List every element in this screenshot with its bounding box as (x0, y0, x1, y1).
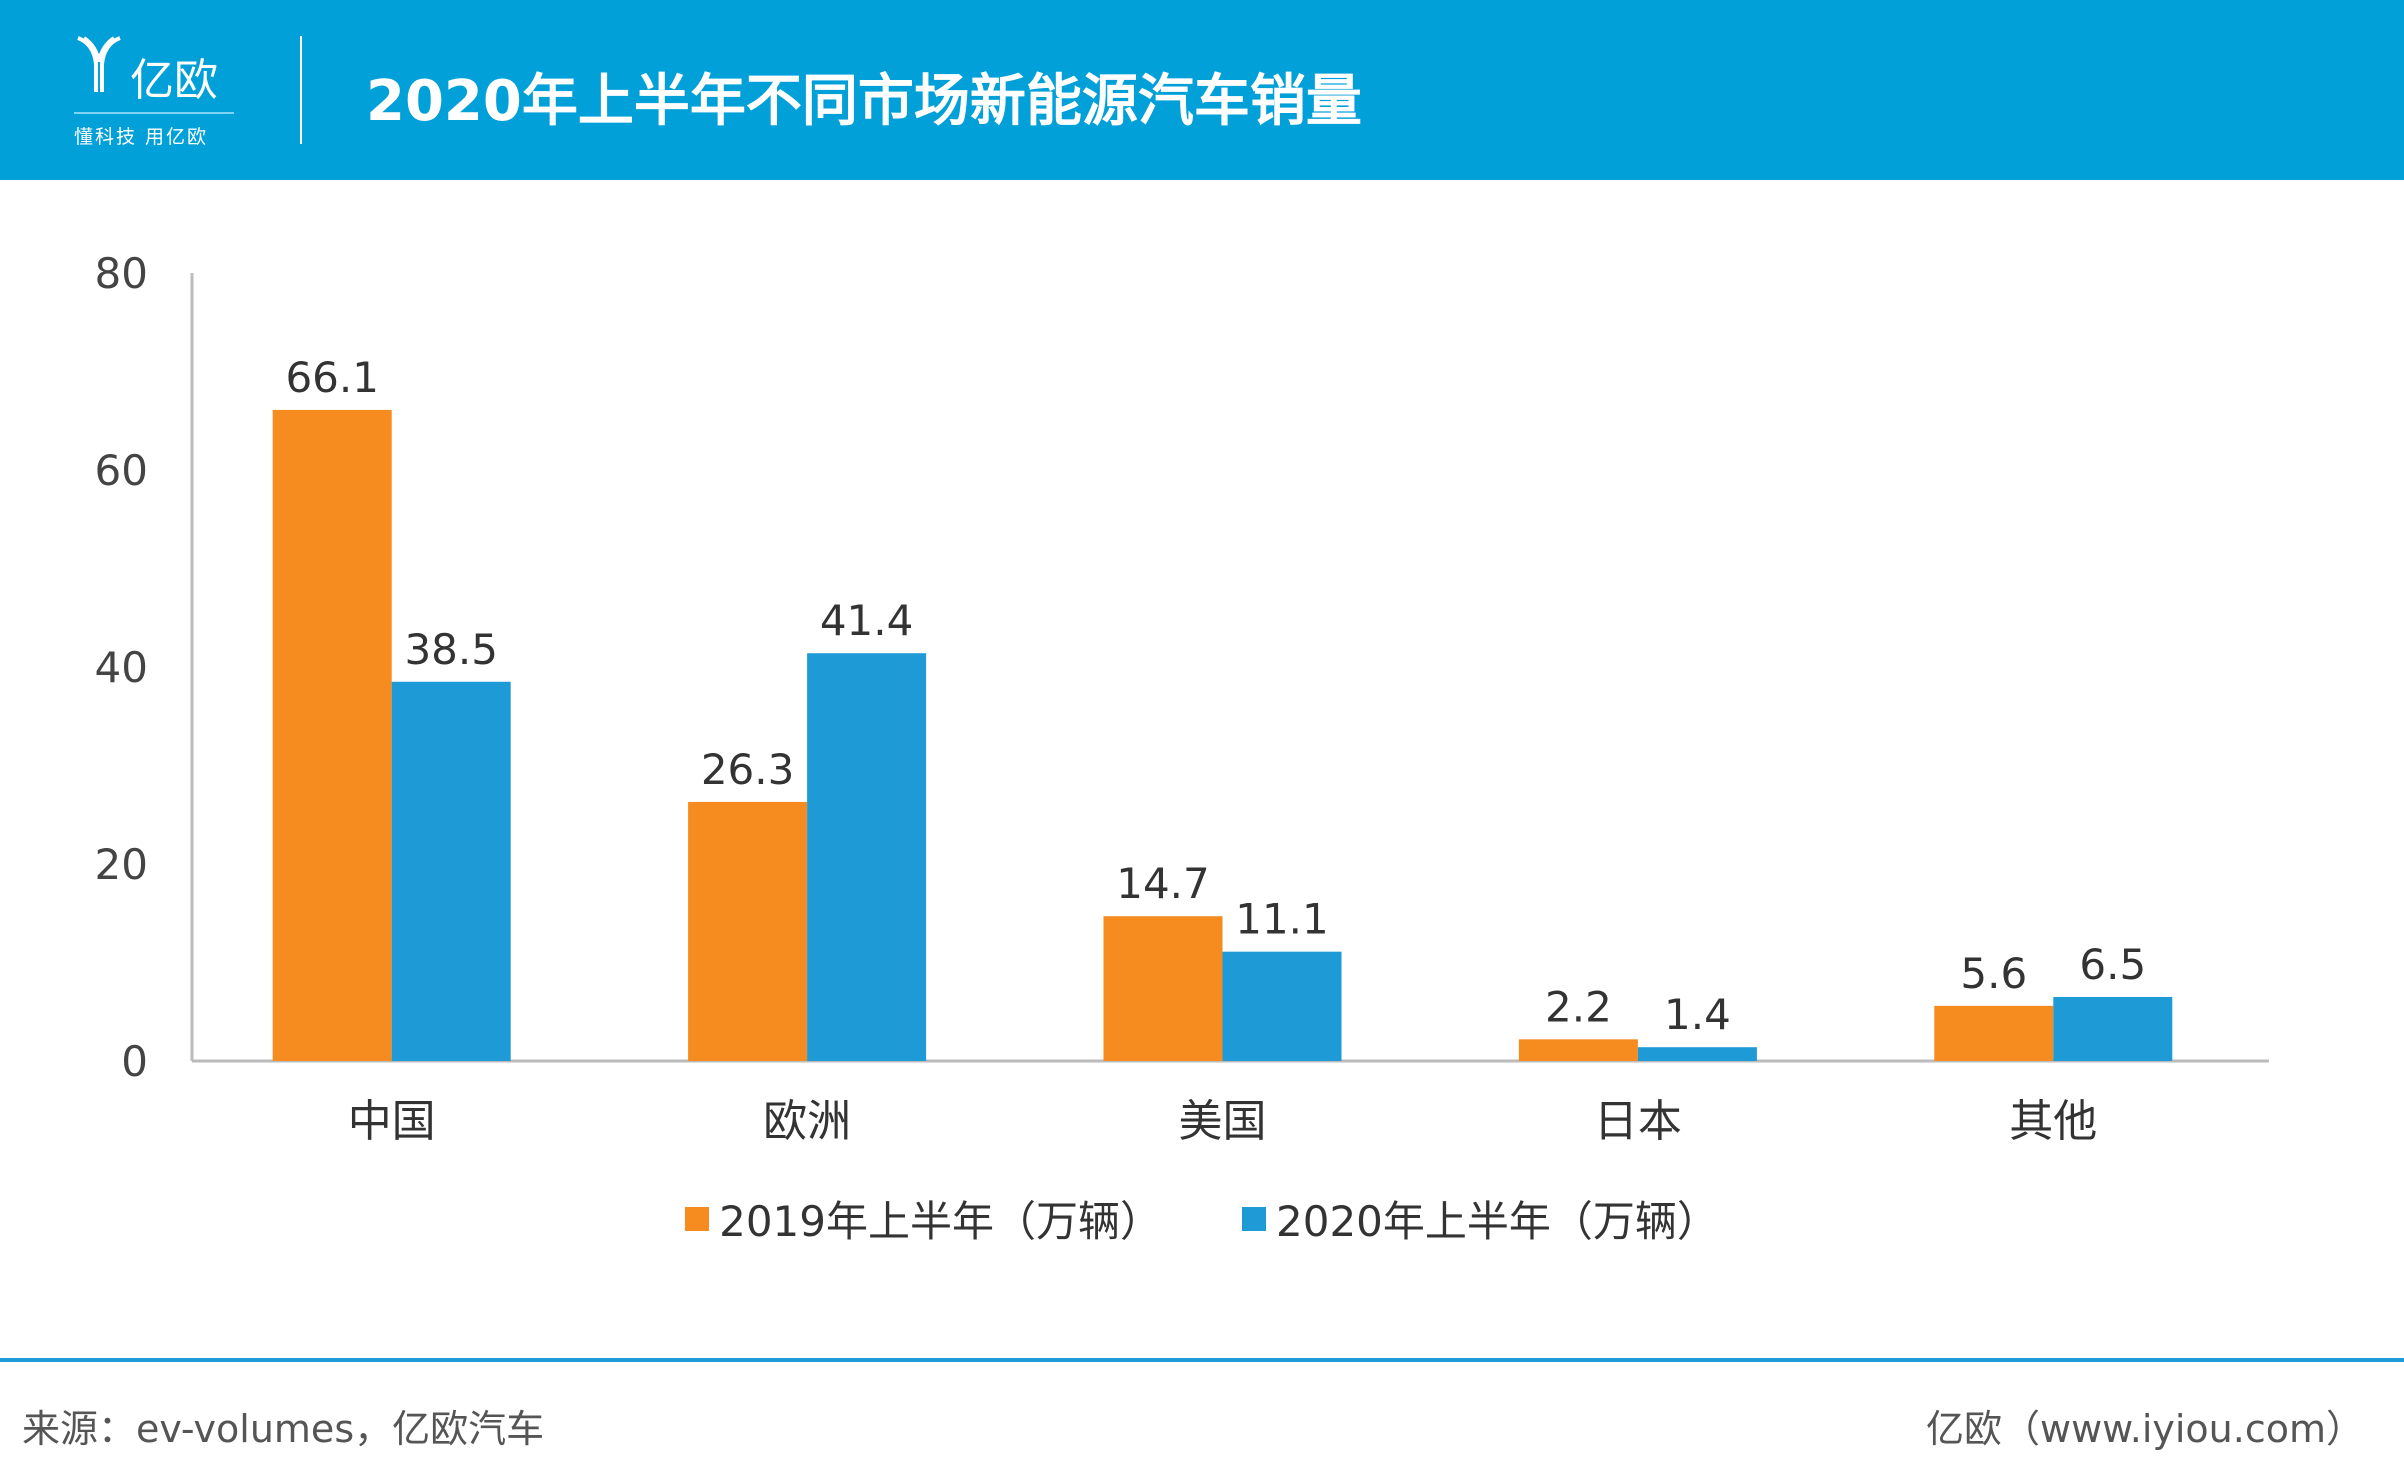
bar-2019 (1934, 1005, 2054, 1061)
logo-divider (74, 112, 234, 114)
logo-name: 亿欧 (130, 55, 218, 106)
bar-2020 (391, 681, 511, 1061)
data-label: 6.5 (2079, 940, 2146, 989)
page-title: 2020年上半年不同市场新能源汽车销量 (366, 69, 1362, 134)
data-label: 14.7 (1116, 859, 1210, 908)
data-label: 2.2 (1545, 982, 1612, 1031)
data-label: 41.4 (820, 596, 914, 645)
y-tick-label: 20 (95, 840, 148, 889)
site-credit: 亿欧（www.iyiou.com） (1925, 1407, 2364, 1451)
bar-2020 (1637, 1047, 1757, 1061)
category-label: 中国 (348, 1096, 436, 1147)
logo-icon (77, 36, 121, 92)
data-label: 66.1 (285, 353, 379, 402)
bar-2020 (807, 653, 927, 1061)
data-label: 1.4 (1664, 990, 1731, 1039)
y-tick-label: 60 (95, 446, 148, 495)
legend-item-2019: 2019年上半年（万辆） (685, 1188, 1162, 1249)
legend: 2019年上半年（万辆） 2020年上半年（万辆） (0, 1188, 2404, 1249)
data-label: 26.3 (701, 745, 795, 794)
data-label: 38.5 (404, 625, 498, 674)
legend-swatch-2019 (685, 1206, 710, 1231)
category-label: 美国 (1179, 1096, 1267, 1147)
data-label: 11.1 (1235, 895, 1329, 944)
header-divider (300, 36, 302, 144)
category-label: 欧洲 (763, 1096, 851, 1147)
category-label: 其他 (2009, 1096, 2097, 1147)
category-label: 日本 (1594, 1096, 1682, 1147)
bar-chart: 0 20 40 60 80 66.1 38.5 中国 26.3 41.4 欧洲 14.7 11.1 美国 2… (95, 249, 2269, 1147)
bar-2019 (1518, 1039, 1638, 1061)
y-tick-label: 40 (95, 643, 148, 692)
legend-item-2020: 2020年上半年（万辆） (1242, 1188, 1719, 1249)
bar-2020 (2053, 996, 2173, 1061)
y-tick-label: 80 (95, 249, 148, 298)
logo-slogan: 懂科技 用亿欧 (74, 126, 209, 148)
y-tick-label: 0 (121, 1037, 148, 1086)
source-note: 来源：ev-volumes，亿欧汽车 (22, 1407, 545, 1451)
bar-2019 (272, 409, 392, 1061)
legend-label-2019: 2019年上半年（万辆） (719, 1197, 1162, 1246)
bar-2019 (1103, 916, 1223, 1061)
header-banner: 亿欧 懂科技 用亿欧 2020年上半年不同市场新能源汽车销量 (0, 0, 2404, 180)
legend-swatch-2020 (1242, 1206, 1266, 1231)
logo: 亿欧 懂科技 用亿欧 (70, 30, 240, 150)
bar-2019 (688, 801, 808, 1061)
legend-label-2020: 2020年上半年（万辆） (1276, 1197, 1719, 1246)
bar-2020 (1222, 951, 1342, 1061)
data-label: 5.6 (1960, 949, 2027, 998)
footer-divider (0, 1358, 2404, 1362)
